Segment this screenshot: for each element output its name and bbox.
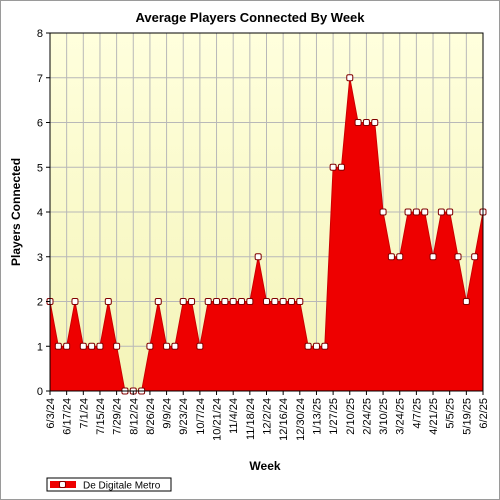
data-point-marker	[271, 298, 279, 305]
data-point-marker	[287, 298, 295, 305]
data-point-marker	[337, 163, 345, 171]
y-tick-label: 8	[37, 28, 43, 40]
y-tick-label: 2	[37, 297, 43, 309]
data-point-marker	[254, 253, 262, 261]
x-tick-label: 2/24/25	[361, 398, 373, 435]
x-tick-label: 11/18/24	[245, 398, 257, 440]
x-tick-label: 3/24/25	[395, 398, 407, 435]
y-tick-label: 3	[37, 252, 43, 264]
data-point-marker	[354, 119, 362, 126]
x-tick-label: 7/29/24	[112, 398, 124, 435]
x-tick-label: 7/1/24	[78, 398, 90, 429]
x-tick-label: 10/21/24	[212, 398, 224, 441]
data-point-marker	[279, 298, 287, 305]
data-point-marker	[396, 253, 404, 261]
x-tick-label: 5/5/25	[445, 398, 457, 429]
x-tick-label: 11/4/24	[228, 398, 240, 434]
data-point-marker	[421, 208, 429, 216]
x-tick-label: 9/9/24	[162, 398, 174, 429]
data-point-marker	[113, 342, 121, 350]
legend-marker	[59, 481, 66, 488]
x-tick-label: 1/13/25	[311, 398, 323, 435]
x-tick-label: 4/21/25	[428, 398, 440, 435]
data-point-marker	[387, 253, 395, 261]
data-point-marker	[246, 298, 254, 305]
x-tick-label: 6/3/24	[45, 398, 57, 429]
data-point-marker	[437, 208, 445, 216]
data-point-marker	[312, 342, 320, 350]
data-point-marker	[371, 119, 379, 126]
data-point-marker	[63, 342, 71, 350]
y-tick-label: 0	[37, 386, 43, 398]
x-axis-ticks: 6/3/24 6/17/24 7/1/24 7/15/24 7/29/24 8/12/24…	[45, 391, 490, 441]
data-point-marker	[379, 208, 387, 216]
data-point-marker	[154, 298, 162, 305]
x-tick-label: 7/15/24	[95, 398, 107, 435]
y-tick-label: 1	[37, 341, 43, 353]
data-point-marker	[54, 342, 62, 350]
data-point-marker	[204, 298, 212, 305]
data-point-marker	[229, 298, 237, 305]
x-tick-label: 8/26/24	[145, 398, 157, 435]
data-point-marker	[88, 342, 96, 350]
data-point-marker	[263, 298, 270, 305]
data-point-marker	[321, 342, 329, 350]
x-axis-title: Week	[249, 459, 280, 473]
data-point-marker	[346, 74, 354, 82]
y-axis-title: Players Connected	[9, 158, 23, 266]
data-point-marker	[146, 342, 154, 350]
legend-box	[46, 477, 172, 492]
data-point-marker	[79, 342, 87, 350]
x-tick-label: 10/7/24	[195, 398, 207, 435]
data-point-marker	[412, 208, 420, 216]
x-tick-label: 3/10/25	[378, 398, 390, 435]
x-tick-label: 9/23/24	[178, 398, 190, 435]
x-tick-label: 5/19/25	[461, 398, 473, 435]
chart-title: Average Players Connected By Week	[135, 10, 365, 25]
x-tick-label: 12/2/24	[262, 398, 274, 435]
data-point-marker	[404, 208, 412, 216]
data-point-marker	[196, 342, 204, 350]
x-tick-label: 4/7/25	[411, 398, 423, 429]
x-tick-label: 1/27/25	[328, 398, 340, 435]
data-point-marker	[429, 253, 437, 261]
data-point-marker	[171, 342, 179, 350]
data-point-marker	[471, 253, 479, 261]
data-point-marker	[446, 208, 454, 216]
x-tick-label: 6/17/24	[62, 398, 74, 435]
data-point-marker	[188, 298, 196, 305]
series-area-de-digitale-metro	[50, 77, 483, 391]
data-point-marker	[238, 298, 246, 305]
legend: De Digitale Metro	[46, 477, 172, 492]
data-point-marker	[454, 253, 462, 261]
data-point-marker	[304, 342, 312, 350]
y-tick-label: 7	[37, 73, 43, 85]
legend-label: De Digitale Metro	[83, 481, 161, 492]
data-point-marker	[163, 342, 171, 350]
y-tick-label: 6	[37, 118, 43, 130]
data-point-marker	[96, 342, 104, 350]
data-point-marker	[71, 298, 79, 305]
data-point-marker	[213, 298, 221, 305]
data-point-marker	[329, 163, 337, 171]
y-axis-ticks: 0 1 2 3 4 5 6 7 8	[37, 28, 50, 398]
data-point-marker	[462, 298, 470, 305]
y-tick-label: 5	[37, 162, 43, 174]
data-point-marker	[104, 298, 112, 305]
data-point-marker	[362, 119, 370, 126]
x-tick-label: 12/30/24	[295, 398, 307, 441]
y-tick-label: 4	[37, 207, 43, 219]
x-tick-label: 8/12/24	[128, 398, 140, 435]
data-point-marker	[179, 298, 187, 305]
data-point-marker	[221, 298, 229, 305]
x-tick-label: 6/2/25	[478, 398, 490, 429]
data-point-marker	[296, 298, 304, 305]
x-tick-label: 2/10/25	[345, 398, 357, 435]
x-tick-label: 12/16/24	[278, 398, 290, 441]
